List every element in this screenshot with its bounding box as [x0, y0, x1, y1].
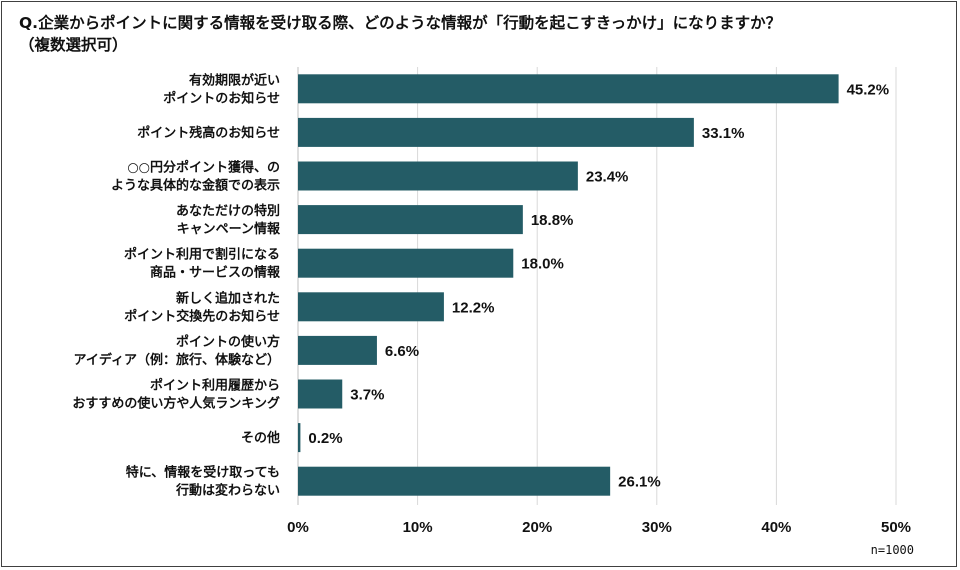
- bar: [298, 74, 839, 103]
- x-tick-label: 30%: [642, 519, 672, 536]
- category-label: ポイントの使い方: [176, 334, 280, 350]
- sample-size-note: n=1000: [871, 543, 914, 557]
- bar: [298, 380, 342, 409]
- x-tick-label: 50%: [881, 519, 911, 536]
- category-label: ポイント利用履歴から: [150, 378, 280, 394]
- value-label: 6.6%: [385, 343, 419, 360]
- category-label: 特に、情報を受け取っても: [126, 465, 280, 481]
- category-label: その他: [241, 430, 280, 446]
- bar: [298, 205, 523, 234]
- category-label: 行動は変わらない: [175, 483, 280, 499]
- category-label: あなただけの特別: [176, 203, 280, 219]
- bar: [298, 336, 377, 365]
- bar: [298, 292, 444, 321]
- category-label: キャンペーン情報: [177, 221, 281, 237]
- x-tick-label: 40%: [761, 519, 791, 536]
- value-label: 26.1%: [618, 474, 661, 491]
- bar: [298, 162, 578, 191]
- value-label: 23.4%: [586, 169, 629, 186]
- bar: [298, 467, 610, 496]
- value-label: 12.2%: [452, 299, 495, 316]
- x-tick-label: 0%: [287, 519, 309, 536]
- category-label: 商品・サービスの情報: [150, 265, 281, 281]
- category-label: ポイント残高のお知らせ: [137, 125, 280, 141]
- value-label: 33.1%: [702, 125, 745, 142]
- bar: [298, 249, 513, 278]
- category-label: ポイントのお知らせ: [163, 90, 280, 106]
- category-label: ポイント交換先のお知らせ: [124, 308, 280, 324]
- category-label: 有効期限が近い: [189, 72, 280, 88]
- value-label: 18.8%: [531, 212, 574, 229]
- category-label: ポイント利用で割引になる: [124, 247, 280, 263]
- x-tick-label: 10%: [403, 519, 433, 536]
- value-label: 3.7%: [350, 387, 384, 404]
- category-label: 新しく追加された: [176, 290, 280, 306]
- category-label: アイディア（例：旅行、体験など）: [74, 352, 280, 368]
- value-label: 45.2%: [847, 81, 890, 98]
- value-label: 0.2%: [308, 430, 342, 447]
- value-label: 18.0%: [521, 256, 564, 273]
- category-label: おすすめの使い方や人気ランキング: [72, 396, 280, 412]
- bar: [298, 423, 300, 452]
- x-tick-label: 20%: [522, 519, 552, 536]
- bar: [298, 118, 694, 147]
- category-label: ○○円分ポイント獲得、の: [127, 160, 280, 176]
- category-label: ような具体的な金額での表示: [111, 178, 280, 194]
